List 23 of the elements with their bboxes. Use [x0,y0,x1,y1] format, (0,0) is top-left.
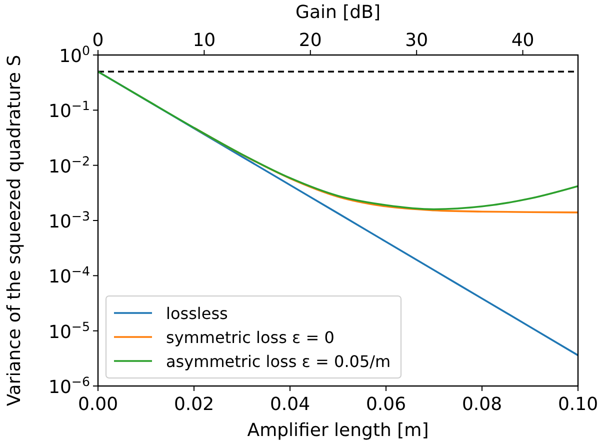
x-tick-label: 0.06 [366,394,406,415]
x-tick-label: 0.10 [558,394,598,415]
legend-label: symmetric loss ε = 0 [166,328,334,347]
y-tick-label: 10$^{−5}$ [48,318,90,343]
x2-tick-label: 40 [511,30,534,51]
x2-tick-label: 0 [92,30,104,51]
x-tick-label: 0.08 [462,394,502,415]
x2-tick-label: 20 [298,30,322,51]
y-tick-label: 10$^{0}$ [59,42,90,67]
y-tick-label: 10$^{−4}$ [48,263,90,288]
x2-axis-title: Gain [dB] [296,2,380,23]
x-tick-label: 0.02 [174,394,214,415]
x2-tick-label: 10 [192,30,216,51]
y-tick-label: 10$^{−2}$ [48,152,90,178]
legend-label: asymmetric loss ε = 0.05/m [166,352,391,371]
y-tick-label: 10$^{−3}$ [48,208,90,232]
line-series [97,70,579,210]
y-tick-label: 10$^{−1}$ [48,98,90,122]
x-axis-title: Amplifier length [m] [247,420,429,441]
x2-tick-label: 30 [405,30,428,51]
x-tick-label: 0.04 [270,394,310,415]
legend-label: lossless [166,304,228,323]
y-axis-title: Variance of the squeezed quadrature S [4,54,25,406]
